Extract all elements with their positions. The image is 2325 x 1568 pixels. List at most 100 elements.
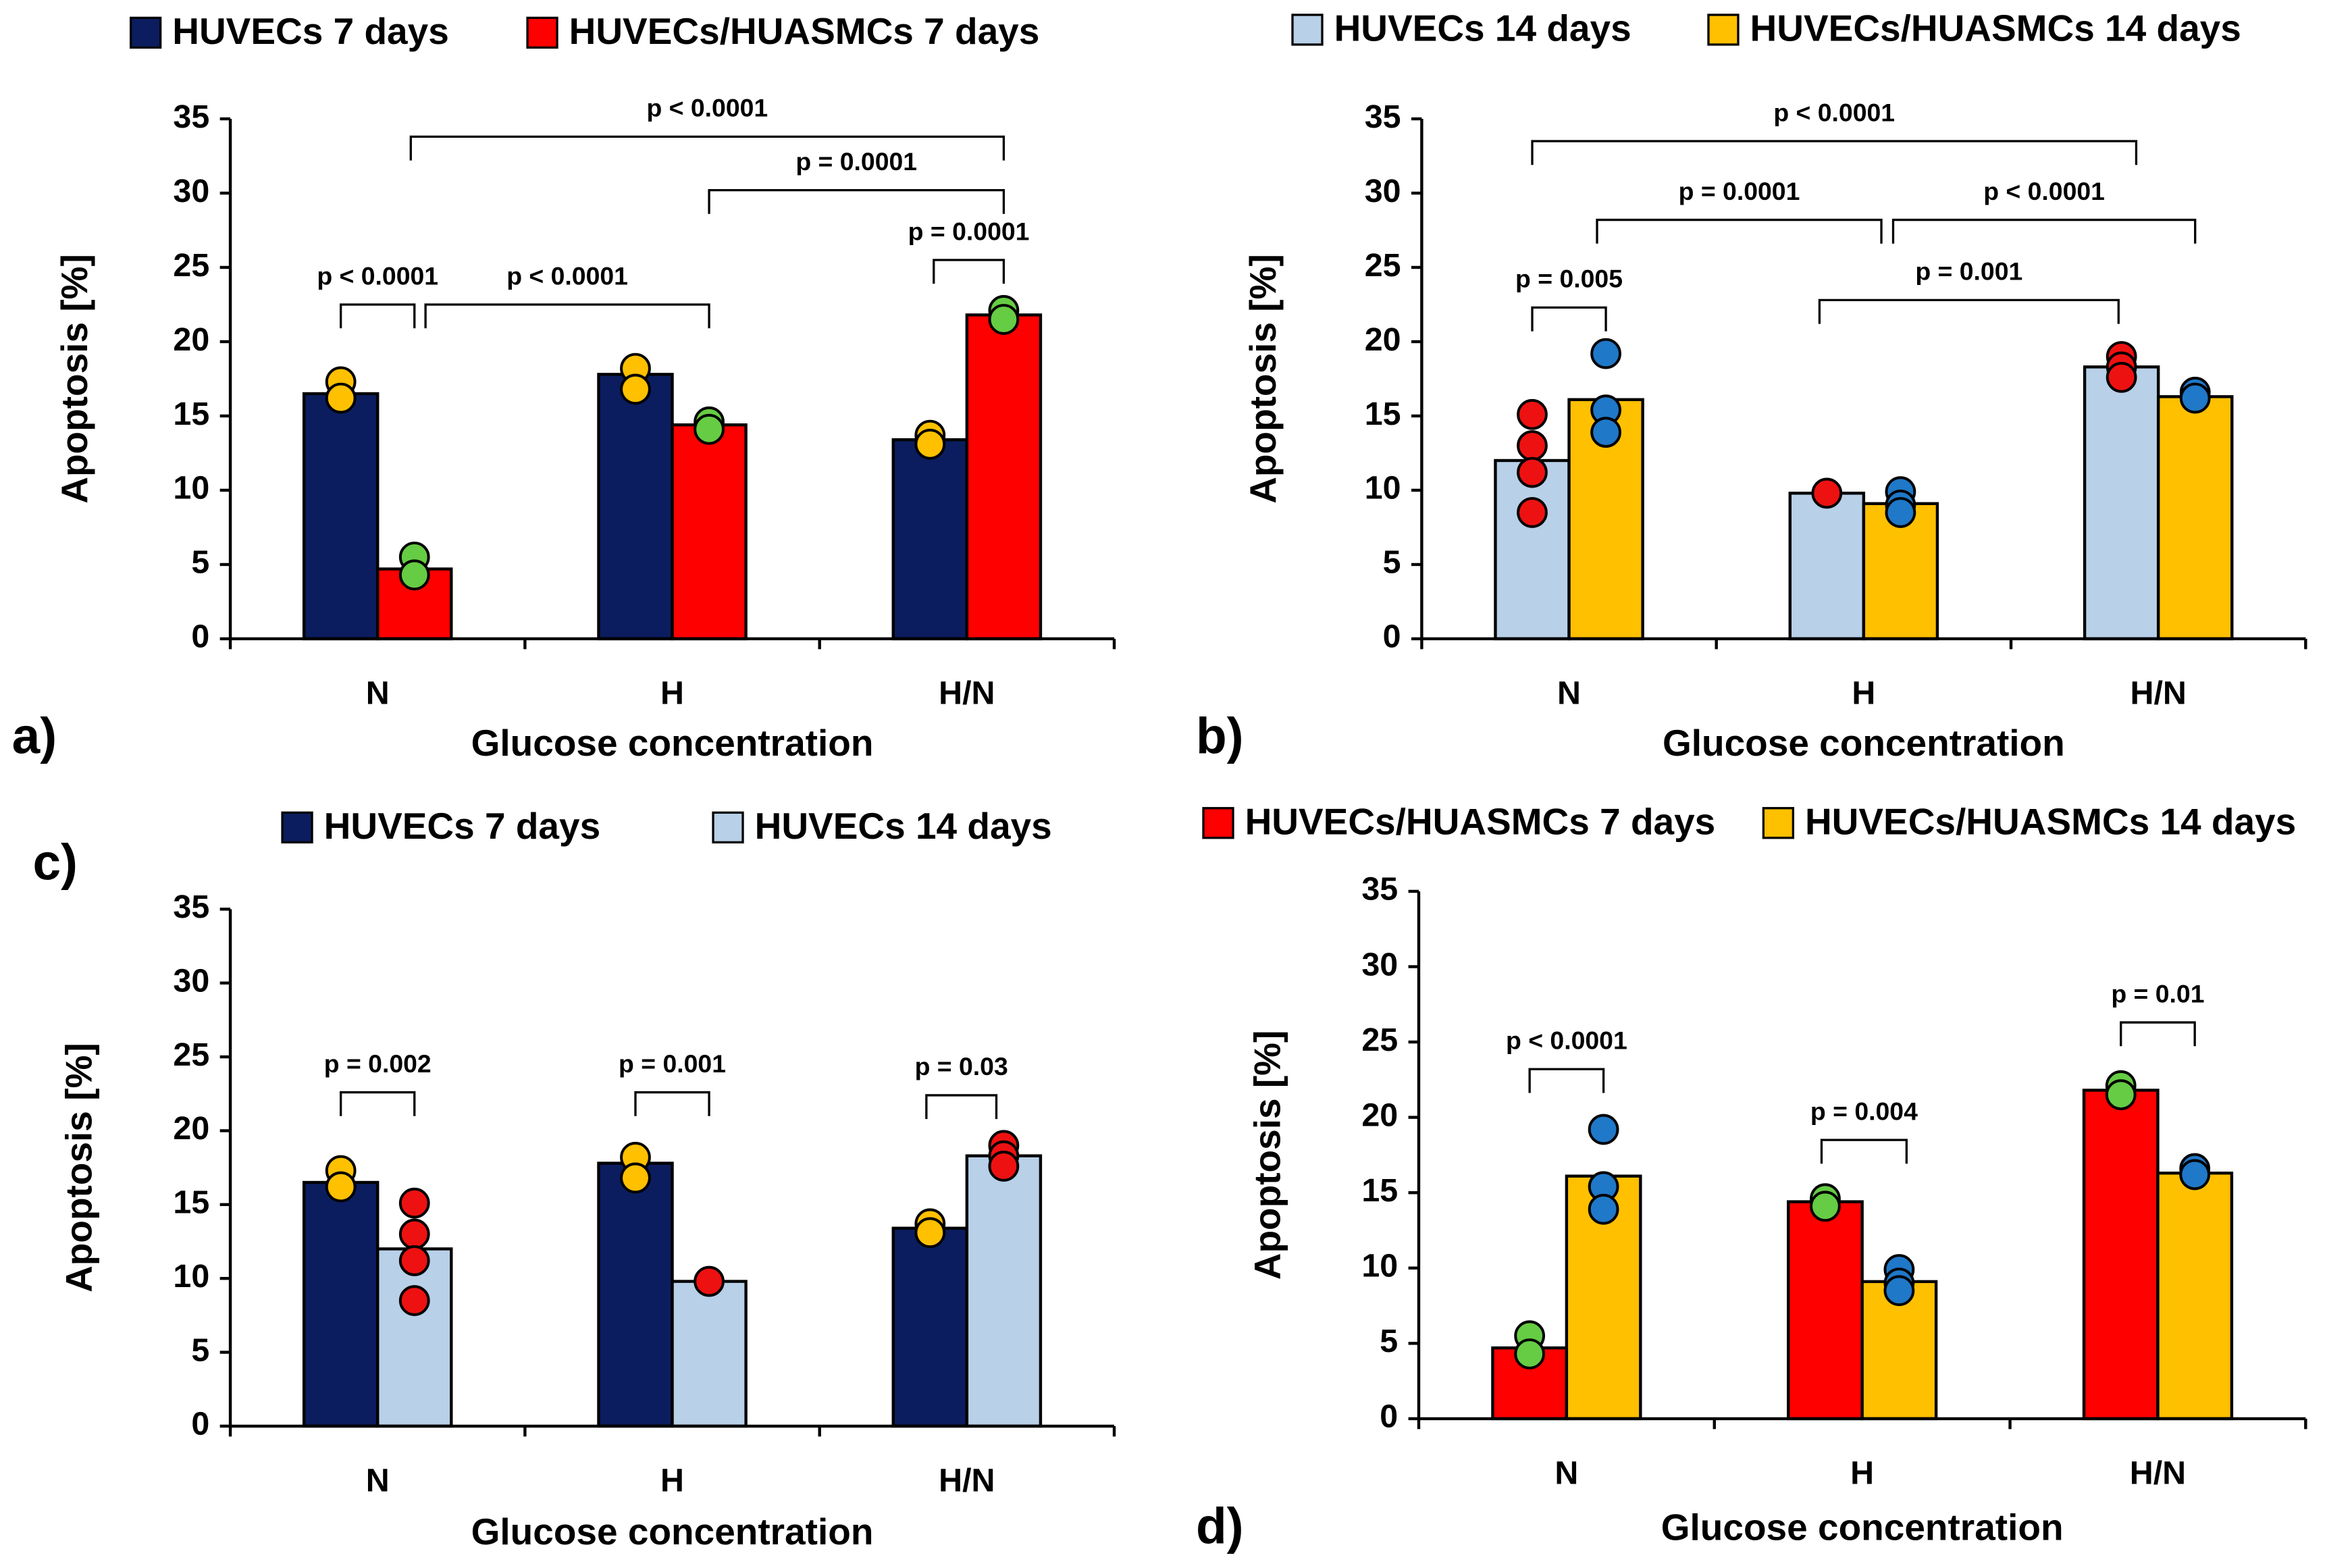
data-point (914, 428, 946, 460)
data-point (1517, 430, 1548, 461)
data-point (1588, 1114, 1619, 1145)
significance-bracket (2120, 1021, 2196, 1047)
panel-label: b) (1196, 707, 1244, 764)
significance-bracket (1531, 306, 1607, 332)
legend-swatch (1202, 807, 1234, 839)
legend-label: HUVECs/HUASMCs 7 days (569, 10, 1040, 52)
y-tick-label: 25 (173, 247, 209, 284)
legend-label: HUVECs/HUASMCs 7 days (1245, 800, 1716, 842)
x-axis-label: Glucose concentration (471, 722, 874, 764)
p-value: p < 0.0001 (506, 261, 628, 290)
bar (1788, 492, 1866, 641)
x-tick-label: H/N (939, 1462, 995, 1498)
y-tick-label: 5 (1380, 1323, 1398, 1359)
p-value: p = 0.001 (619, 1049, 726, 1078)
bar (2083, 365, 2160, 641)
y-tick-label: 35 (173, 889, 209, 925)
bar (376, 1247, 453, 1428)
p-value: p = 0.001 (1915, 257, 2022, 286)
y-tick-label: 0 (191, 619, 209, 655)
data-point (1810, 1191, 1841, 1222)
y-tick-label: 20 (1361, 1097, 1398, 1133)
x-tick-label: H/N (2131, 675, 2187, 711)
p-value: p = 0.0001 (795, 147, 917, 176)
p-value: p = 0.0001 (908, 217, 1030, 245)
x-tick-label: H (660, 1462, 684, 1498)
x-axis-label: Glucose concentration (1663, 722, 2065, 764)
x-tick-label: H/N (939, 675, 995, 711)
bar (597, 1161, 674, 1428)
bar (302, 392, 380, 641)
bar (2156, 395, 2234, 641)
significance-bracket (340, 303, 416, 329)
significance-bracket (933, 259, 1005, 284)
y-tick-label: 20 (173, 1110, 209, 1147)
data-point (988, 304, 1020, 335)
y-tick-label: 10 (173, 470, 209, 506)
y-tick-label: 15 (1365, 396, 1401, 432)
y-tick-label: 35 (1365, 99, 1401, 135)
legend-swatch (1291, 14, 1324, 46)
y-tick-label: 0 (1380, 1399, 1398, 1435)
x-tick-label: H (660, 675, 684, 711)
y-tick-label: 35 (1361, 871, 1398, 908)
bar (671, 423, 748, 641)
y-axis-label: Apoptosis [%] (1242, 254, 1284, 504)
data-point (398, 559, 430, 591)
data-point (1588, 1193, 1619, 1225)
p-value: p < 0.0001 (1983, 177, 2105, 205)
y-tick-label: 25 (173, 1037, 209, 1073)
x-axis-label: Glucose concentration (1661, 1506, 2064, 1548)
bar (965, 313, 1043, 641)
x-tick-label: N (1555, 1455, 1578, 1491)
data-point (398, 1285, 430, 1316)
panel-label: d) (1196, 1498, 1244, 1554)
legend-swatch (1707, 14, 1740, 46)
data-point (325, 1171, 357, 1203)
significance-bracket (1528, 1068, 1605, 1093)
x-tick-label: H (1852, 675, 1875, 711)
data-point (1514, 1338, 1546, 1369)
legend-label: HUVECs 7 days (324, 805, 601, 847)
legend-label: HUVECs/HUASMCs 14 days (1805, 800, 2296, 842)
bar (671, 1280, 748, 1428)
data-point (1590, 417, 1621, 448)
bar (2156, 1172, 2234, 1421)
legend-swatch (1762, 807, 1795, 839)
data-point (1590, 338, 1621, 369)
data-point (398, 1245, 430, 1276)
data-point (398, 1187, 430, 1219)
y-tick-label: 15 (173, 1184, 209, 1221)
y-axis-label: Apoptosis [%] (58, 1043, 100, 1292)
legend-swatch (130, 16, 162, 49)
bar (302, 1180, 380, 1428)
bar (597, 373, 674, 641)
p-value: p < 0.0001 (646, 94, 768, 122)
significance-bracket (409, 135, 1005, 161)
data-point (1517, 456, 1548, 488)
data-point (1517, 398, 1548, 430)
p-value: p < 0.0001 (317, 261, 438, 290)
y-tick-label: 0 (1383, 619, 1401, 655)
data-point (2179, 1159, 2211, 1191)
bar (2082, 1089, 2160, 1421)
data-point (1883, 1275, 1915, 1307)
y-tick-label: 10 (1361, 1248, 1398, 1284)
y-axis-label: Apoptosis [%] (1247, 1030, 1288, 1280)
data-point (2105, 1079, 2137, 1111)
legend-label: HUVECs 7 days (172, 10, 449, 52)
y-tick-label: 0 (191, 1406, 209, 1442)
bar (1787, 1200, 1864, 1421)
significance-bracket (1820, 1139, 1908, 1164)
legend-swatch (281, 811, 313, 843)
y-tick-label: 5 (191, 1332, 209, 1368)
data-point (2179, 382, 2211, 414)
data-point (325, 382, 357, 414)
data-point (988, 1151, 1020, 1182)
data-point (398, 1218, 430, 1250)
p-value: p = 0.002 (324, 1049, 432, 1078)
data-point (2106, 361, 2137, 393)
data-point (1811, 477, 1843, 509)
